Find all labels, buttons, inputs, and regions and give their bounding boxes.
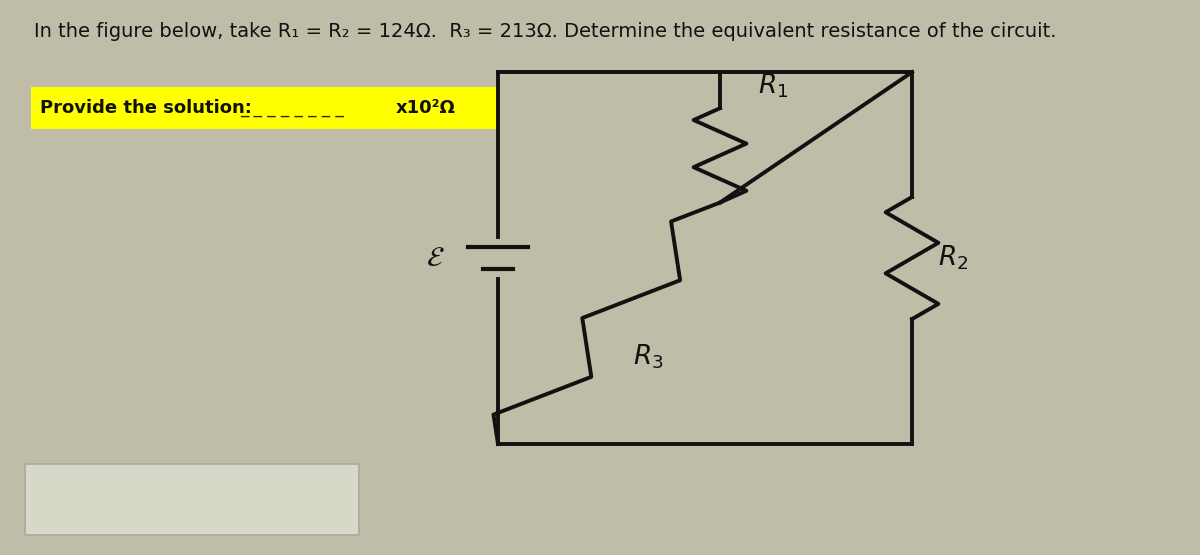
Text: Provide the solution:: Provide the solution: <box>40 99 252 117</box>
FancyBboxPatch shape <box>31 87 498 129</box>
Text: $R_2$: $R_2$ <box>938 244 968 273</box>
Text: $\mathcal{E}$: $\mathcal{E}$ <box>426 244 445 272</box>
Text: In the figure below, take R₁ = R₂ = 124Ω.  R₃ = 213Ω. Determine the equivalent r: In the figure below, take R₁ = R₂ = 124Ω… <box>34 22 1056 41</box>
Text: $R_3$: $R_3$ <box>634 342 664 371</box>
FancyBboxPatch shape <box>25 464 359 535</box>
Text: $R_1$: $R_1$ <box>758 72 788 100</box>
Text: x10²Ω: x10²Ω <box>396 99 456 117</box>
Text: _ _ _ _ _ _ _ _: _ _ _ _ _ _ _ _ <box>240 99 343 117</box>
